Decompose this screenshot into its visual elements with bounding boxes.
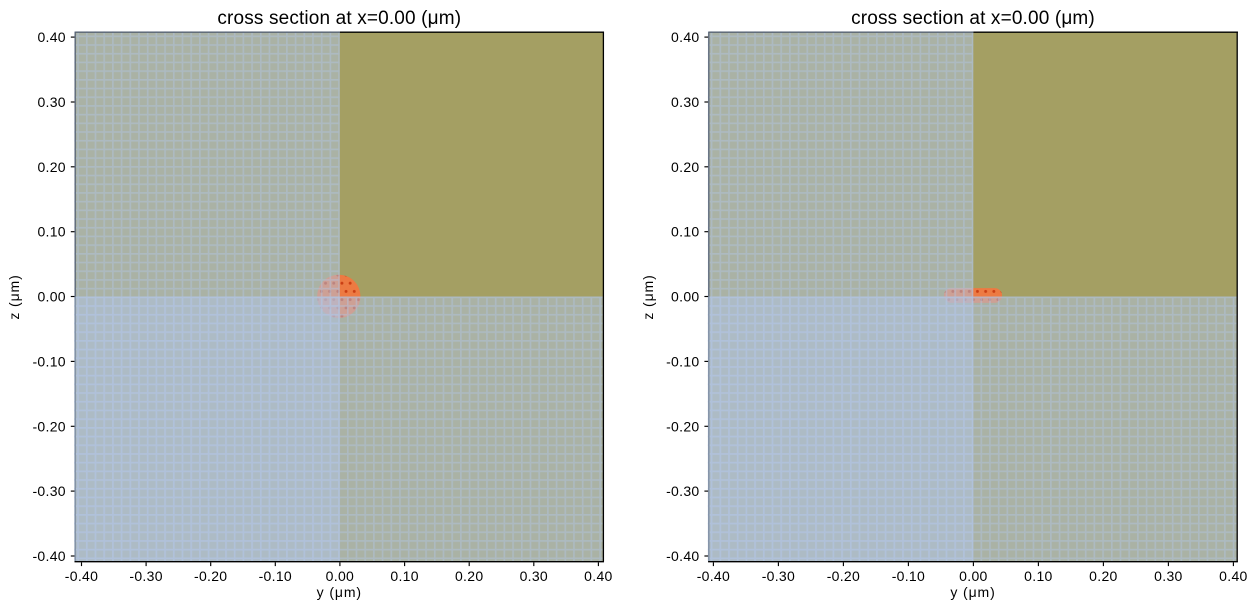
svg-text:0.00: 0.00 bbox=[671, 289, 699, 305]
svg-text:z (μm): z (μm) bbox=[640, 274, 656, 319]
svg-text:0.20: 0.20 bbox=[37, 159, 65, 175]
svg-text:cross section at x=0.00 (μm): cross section at x=0.00 (μm) bbox=[217, 8, 461, 29]
svg-text:-0.20: -0.20 bbox=[666, 418, 699, 434]
svg-text:-0.20: -0.20 bbox=[32, 418, 65, 434]
svg-text:0.10: 0.10 bbox=[390, 568, 418, 584]
svg-text:0.10: 0.10 bbox=[1024, 568, 1052, 584]
svg-text:z (μm): z (μm) bbox=[6, 274, 22, 319]
svg-text:0.10: 0.10 bbox=[671, 224, 699, 240]
svg-text:-0.40: -0.40 bbox=[697, 568, 730, 584]
svg-text:-0.10: -0.10 bbox=[259, 568, 292, 584]
svg-text:-0.10: -0.10 bbox=[32, 353, 65, 369]
svg-text:-0.10: -0.10 bbox=[666, 353, 699, 369]
svg-text:0.40: 0.40 bbox=[584, 568, 612, 584]
svg-text:-0.30: -0.30 bbox=[762, 568, 795, 584]
svg-text:0.00: 0.00 bbox=[959, 568, 987, 584]
svg-text:0.00: 0.00 bbox=[326, 568, 354, 584]
svg-text:0.30: 0.30 bbox=[520, 568, 548, 584]
svg-text:0.00: 0.00 bbox=[37, 289, 65, 305]
svg-text:-0.10: -0.10 bbox=[892, 568, 925, 584]
svg-text:-0.20: -0.20 bbox=[194, 568, 227, 584]
svg-text:-0.40: -0.40 bbox=[32, 548, 65, 564]
svg-text:-0.20: -0.20 bbox=[827, 568, 860, 584]
svg-text:0.30: 0.30 bbox=[1154, 568, 1182, 584]
svg-text:cross section at x=0.00 (μm): cross section at x=0.00 (μm) bbox=[851, 8, 1095, 29]
svg-text:0.40: 0.40 bbox=[671, 29, 699, 45]
svg-text:-0.30: -0.30 bbox=[666, 483, 699, 499]
svg-text:y (μm): y (μm) bbox=[950, 584, 995, 600]
svg-text:-0.40: -0.40 bbox=[65, 568, 98, 584]
svg-text:-0.30: -0.30 bbox=[32, 483, 65, 499]
svg-text:-0.40: -0.40 bbox=[666, 548, 699, 564]
svg-text:0.20: 0.20 bbox=[455, 568, 483, 584]
svg-text:0.30: 0.30 bbox=[37, 94, 65, 110]
svg-text:0.30: 0.30 bbox=[671, 94, 699, 110]
svg-text:0.20: 0.20 bbox=[671, 159, 699, 175]
svg-text:-0.30: -0.30 bbox=[129, 568, 162, 584]
svg-text:0.20: 0.20 bbox=[1089, 568, 1117, 584]
svg-text:0.40: 0.40 bbox=[37, 29, 65, 45]
svg-text:0.10: 0.10 bbox=[37, 224, 65, 240]
svg-text:0.40: 0.40 bbox=[1219, 568, 1247, 584]
svg-text:y (μm): y (μm) bbox=[317, 584, 362, 600]
